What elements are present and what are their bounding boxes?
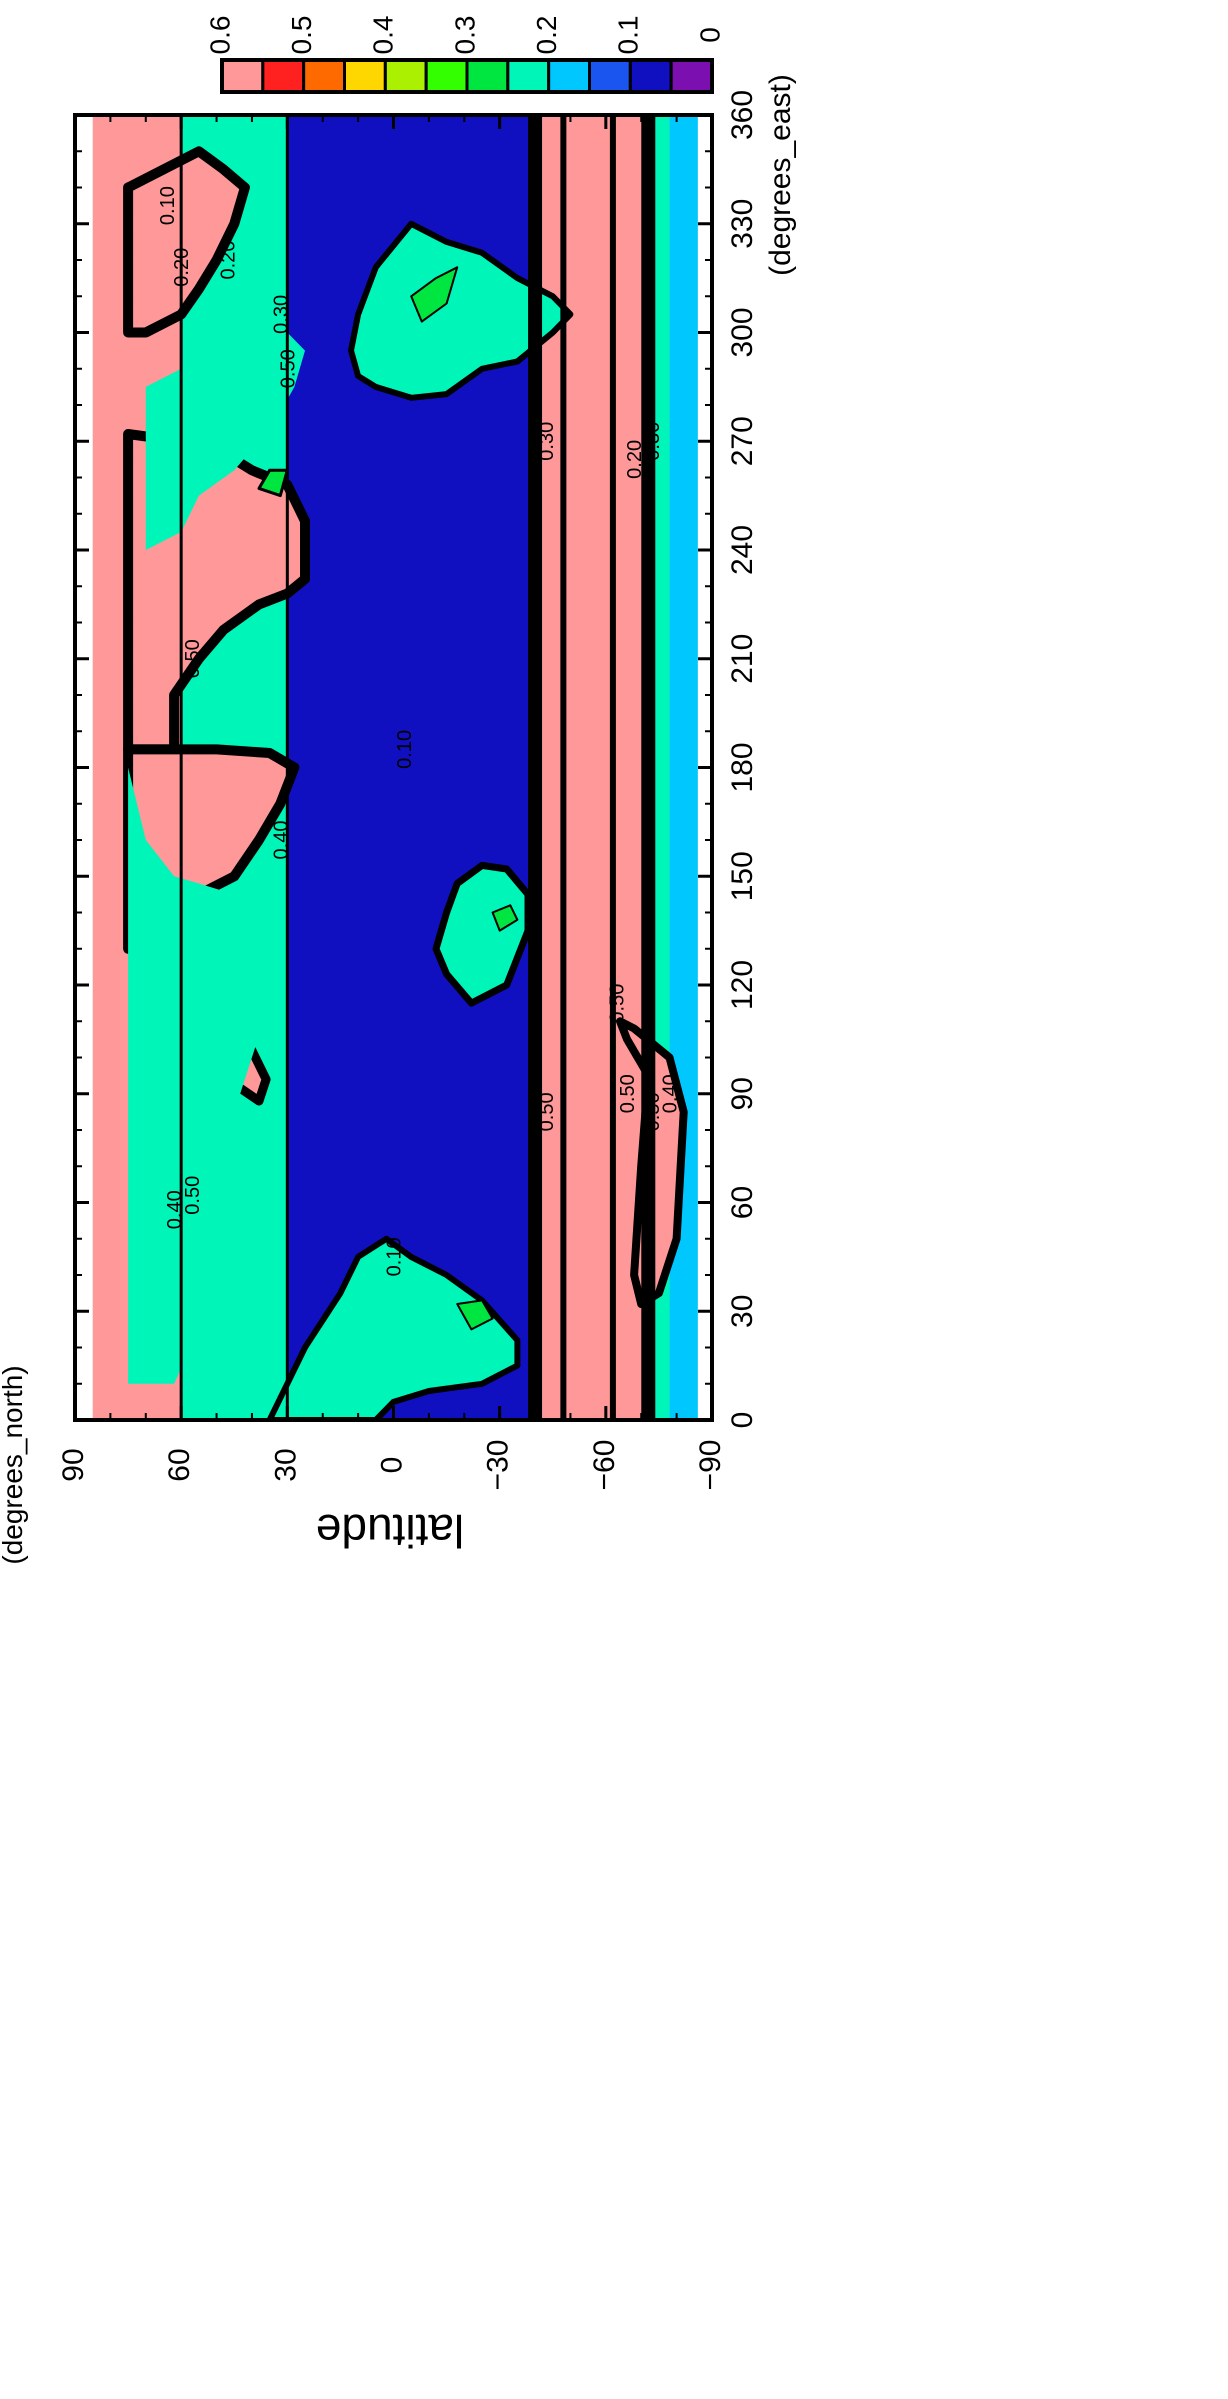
- contour-label: 0.50: [607, 984, 629, 1023]
- contour-label: 0.50: [642, 1092, 664, 1131]
- colorbar-tick-label: 0.3: [449, 16, 480, 55]
- contour-label: 0.40: [270, 821, 292, 860]
- lon-tick-label: 270: [726, 416, 759, 466]
- colorbar-swatch: [628, 58, 673, 94]
- southern-ocean-zone: [542, 115, 649, 1420]
- contour-label: 0.10: [157, 186, 179, 225]
- latitude-axis: 90 60 30 0 −30 −60 −90: [57, 115, 727, 1490]
- colorbar-swatch: [506, 58, 551, 94]
- x-axis-units: (degrees_east): [764, 74, 797, 276]
- north-america-land: [145, 332, 305, 550]
- south-america-green: [410, 266, 459, 323]
- lat-tick-label: −60: [588, 1440, 621, 1491]
- contour-label: 0.50: [182, 639, 204, 678]
- south-america-land: [348, 220, 574, 401]
- contour-label: 0.50: [617, 1074, 639, 1113]
- colorbar-border: [220, 58, 714, 94]
- north-atlantic-high: [123, 146, 250, 338]
- lat-tick-label: −90: [694, 1440, 727, 1491]
- colorbar-swatch: [424, 58, 469, 94]
- colorbar-swatch: [465, 58, 510, 94]
- contour-label: 0.10: [394, 730, 416, 769]
- lon-tick-label: 210: [726, 634, 759, 684]
- y-axis-title: latitude: [316, 1505, 464, 1557]
- lon-tick-label: 120: [726, 960, 759, 1010]
- colorbar-swatch: [588, 58, 632, 94]
- lon-tick-label: 150: [726, 851, 759, 901]
- lon-tick-label: 360: [726, 90, 759, 140]
- lon-tick-label: 330: [726, 199, 759, 249]
- lat-tick-label: 0: [375, 1457, 408, 1474]
- africa-land: [266, 1235, 521, 1420]
- contour-label: 0.20: [217, 241, 239, 280]
- africa-green: [456, 1299, 494, 1331]
- lon-tick-label: 180: [726, 742, 759, 792]
- colorbar-swatch: [220, 58, 265, 94]
- lon-tick-label: 0: [726, 1412, 759, 1429]
- lon-tick-label: 60: [726, 1186, 759, 1219]
- contour-label: 0.10: [384, 1237, 406, 1276]
- contour-label: 0.20: [624, 440, 646, 479]
- contour-label: 0.40: [660, 1074, 682, 1113]
- lat-tick-label: 60: [163, 1448, 196, 1481]
- colorbar-swatch: [343, 58, 387, 94]
- australia-green: [491, 904, 519, 932]
- colorbar-tick-label: 0.6: [204, 16, 235, 55]
- colorbar-tick-label: 0.4: [368, 16, 399, 55]
- colorbar-tick-label: 0.1: [613, 16, 644, 55]
- australia-land: [432, 861, 532, 1007]
- contour-label: 0.50: [536, 1092, 558, 1131]
- colorbar-tick-label: 0.5: [286, 16, 317, 55]
- contour-label: 0.50: [277, 349, 299, 388]
- lon-tick-label: 90: [726, 1077, 759, 1110]
- colorbar-tick-label: 0.2: [531, 16, 562, 55]
- colorbar-swatch: [383, 58, 428, 94]
- lat-tick-label: 90: [57, 1448, 90, 1481]
- eurasia-land: [128, 767, 288, 1384]
- lat-tick-label: −30: [482, 1440, 515, 1491]
- colorbar: 0 0.1 0.2 0.3 0.4 0.5 0.6: [204, 16, 725, 94]
- colorbar-swatch: [547, 58, 592, 94]
- contour-label-layer: 0.200.100.200.300.500.30 0.200.300.500.10…: [157, 186, 682, 1276]
- contour-label: 0.20: [171, 248, 193, 287]
- y-axis-units: (degrees_north): [0, 1365, 28, 1564]
- colorbar-swatch: [302, 58, 346, 94]
- contour-line-layer: [179, 115, 656, 1420]
- longitude-axis: 0 30 60 90 120 150 180 210 240 270 300 330 360: [75, 90, 759, 1428]
- lon-tick-label: 300: [726, 307, 759, 357]
- contour-label: 0.30: [642, 422, 664, 461]
- contour-label: 0.50: [182, 1176, 204, 1215]
- colorbar-tick-label: 0: [694, 27, 725, 43]
- lat-tick-label: 30: [269, 1448, 302, 1481]
- colorbar-swatch: [669, 58, 714, 94]
- colorbar-swatch: [261, 58, 306, 94]
- lon-tick-label: 30: [726, 1295, 759, 1328]
- contour-label: 0.30: [270, 295, 292, 334]
- contour-label: 0.30: [536, 422, 558, 461]
- contour-label: 0.40: [164, 1190, 186, 1229]
- lon-tick-label: 240: [726, 525, 759, 575]
